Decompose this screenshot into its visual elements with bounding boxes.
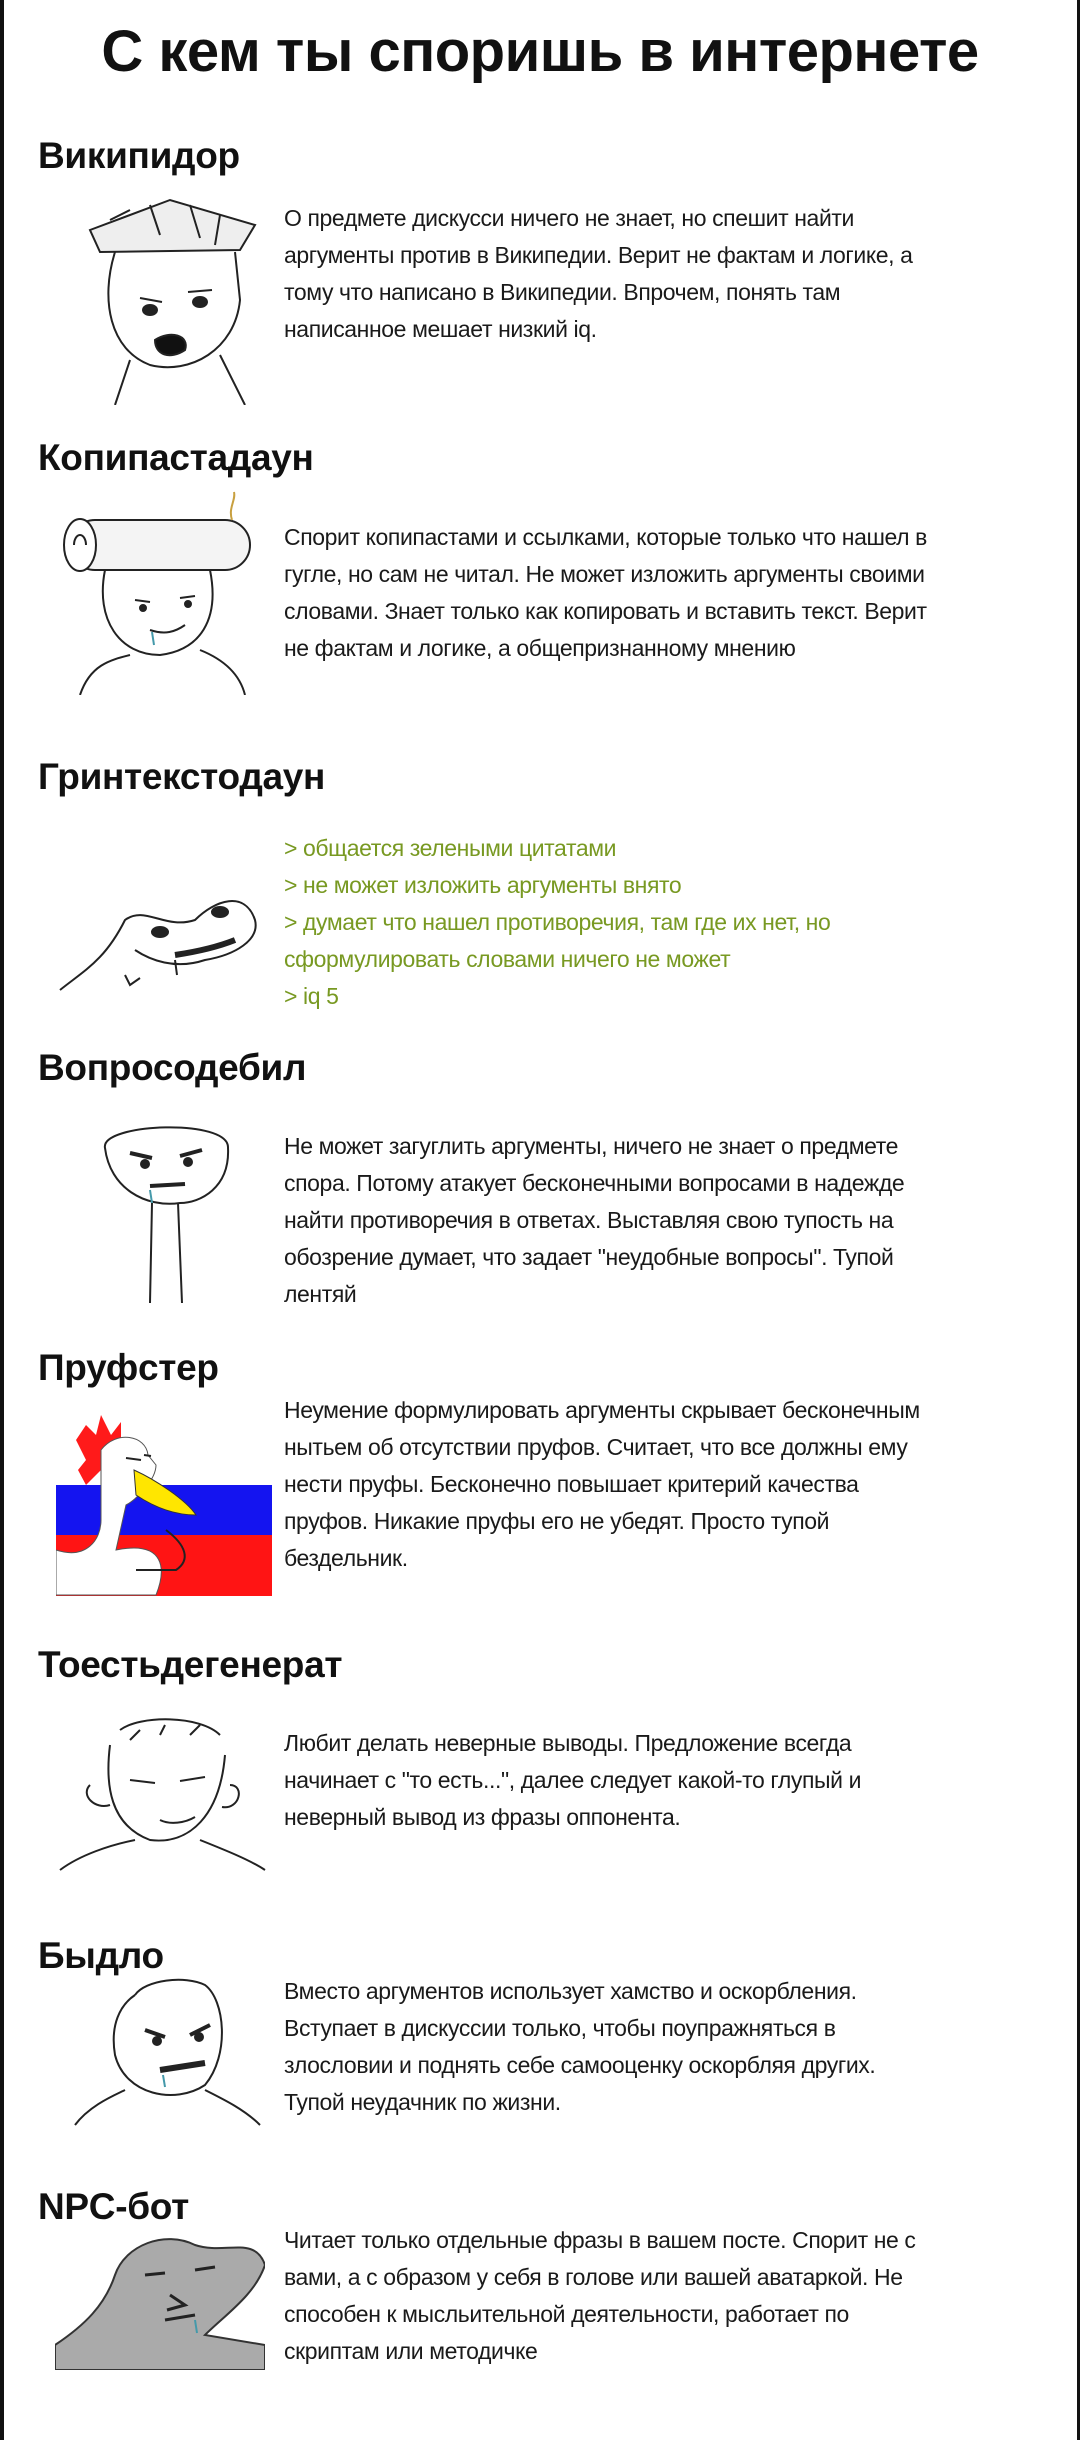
desc-line: пруфов. Никакие пруфы его не убедят. Про…	[284, 1508, 830, 1534]
desc-line: вами, а с образом у себя в голове или ва…	[284, 2264, 903, 2290]
description-toestdegenerat: Любит делать неверные выводы. Предложени…	[284, 1725, 861, 1836]
desc-line: бездельник.	[284, 1545, 408, 1571]
description-wikipidor: О предмете дискусси ничего не знает, но …	[284, 200, 913, 348]
heading-bydlo: Быдло	[38, 1935, 164, 1976]
heading-toestdegenerat: Тоестьдегенерат	[38, 1644, 343, 1685]
desc-line: лентяй	[284, 1281, 357, 1307]
desc-line: гугле, но сам не читал. Не может изложит…	[284, 561, 925, 587]
desc-line: скриптам или методичке	[284, 2338, 538, 2364]
desc-line: не фактам и логике, а общепризнанному мн…	[284, 635, 796, 661]
desc-line: обозрение думает, что задает "неудобные …	[284, 1244, 894, 1270]
desc-line: тому что написано в Википедии. Впрочем, …	[284, 279, 841, 305]
rooster-flag-image	[56, 1410, 272, 1596]
desc-line: Не может загуглить аргументы, ничего не …	[284, 1133, 899, 1159]
desc-line: Любит делать неверные выводы. Предложени…	[284, 1730, 852, 1756]
right-border	[1077, 0, 1080, 2440]
angry-wojak-image	[65, 1975, 265, 2135]
desc-line: написанное мешает низкий iq.	[284, 316, 597, 342]
heading-grintekstodaun: Гринтекстодаун	[38, 756, 326, 797]
description-voprosodebil: Не может загуглить аргументы, ничего не …	[284, 1128, 905, 1313]
desc-line: начинает с "то есть...", далее следует к…	[284, 1767, 862, 1793]
desc-line: неверный вывод из фразы оппонента.	[284, 1804, 681, 1830]
desc-line: словами. Знает только как копировать и в…	[284, 598, 927, 624]
greentext-line: > общается зелеными цитатами	[284, 835, 617, 861]
desc-line: нытьем об отсутствии пруфов. Считает, чт…	[284, 1434, 908, 1460]
description-grintekstodaun: > общается зелеными цитатами > не может …	[284, 830, 831, 1015]
description-kopipastadaun: Спорит копипастами и ссылками, которые т…	[284, 519, 927, 667]
desc-line: Тупой неудачник по жизни.	[284, 2089, 561, 2115]
squinting-wojak-image	[50, 1715, 270, 1875]
greentext-line: > iq 5	[284, 983, 339, 1009]
desc-line: злословии и поднять себе самооценку оско…	[284, 2052, 876, 2078]
desc-line: спора. Потому атакует бесконечными вопро…	[284, 1170, 905, 1196]
description-prufster: Неумение формулировать аргументы скрывае…	[284, 1392, 920, 1577]
page-title: С кем ты споришь в интернете	[101, 19, 979, 84]
long-neck-wojak-image	[90, 1118, 240, 1308]
desc-line: нести пруфы. Бесконечно повышает критери…	[284, 1471, 859, 1497]
desc-line: Спорит копипастами и ссылками, которые т…	[284, 524, 927, 550]
greentext-line: > не может изложить аргументы внято	[284, 872, 682, 898]
desc-line: аргументы против в Википедии. Верит не ф…	[284, 242, 913, 268]
flat-wojak-image	[55, 860, 270, 1000]
heading-npc-bot: NPC-бот	[38, 2186, 189, 2227]
description-bydlo: Вместо аргументов использует хамство и о…	[284, 1973, 876, 2121]
grey-npc-wojak-image	[55, 2225, 265, 2370]
greentext-line: > думает что нашел противоречия, там где…	[284, 909, 831, 935]
left-border	[0, 0, 4, 2440]
description-npc-bot: Читает только отдельные фразы в вашем по…	[284, 2222, 916, 2370]
desc-line: Вместо аргументов использует хамство и о…	[284, 1978, 857, 2004]
desc-line: О предмете дискусси ничего не знает, но …	[284, 205, 854, 231]
wojak-books-image	[70, 190, 270, 405]
greentext-line: сформулировать словами ничего не может	[284, 946, 731, 972]
desc-line: Читает только отдельные фразы в вашем по…	[284, 2227, 916, 2253]
desc-line: найти противоречия в ответах. Выставляя …	[284, 1207, 894, 1233]
wojak-log-image	[50, 490, 270, 695]
heading-wikipidor: Википидор	[38, 135, 240, 176]
desc-line: Вступает в дискуссии только, чтобы поупр…	[284, 2015, 836, 2041]
heading-prufster: Пруфстер	[38, 1347, 219, 1388]
heading-kopipastadaun: Копипастадаун	[38, 437, 314, 478]
desc-line: способен к мысльительной деятельности, р…	[284, 2301, 849, 2327]
heading-voprosodebil: Вопросодебил	[38, 1047, 307, 1088]
desc-line: Неумение формулировать аргументы скрывае…	[284, 1397, 920, 1423]
